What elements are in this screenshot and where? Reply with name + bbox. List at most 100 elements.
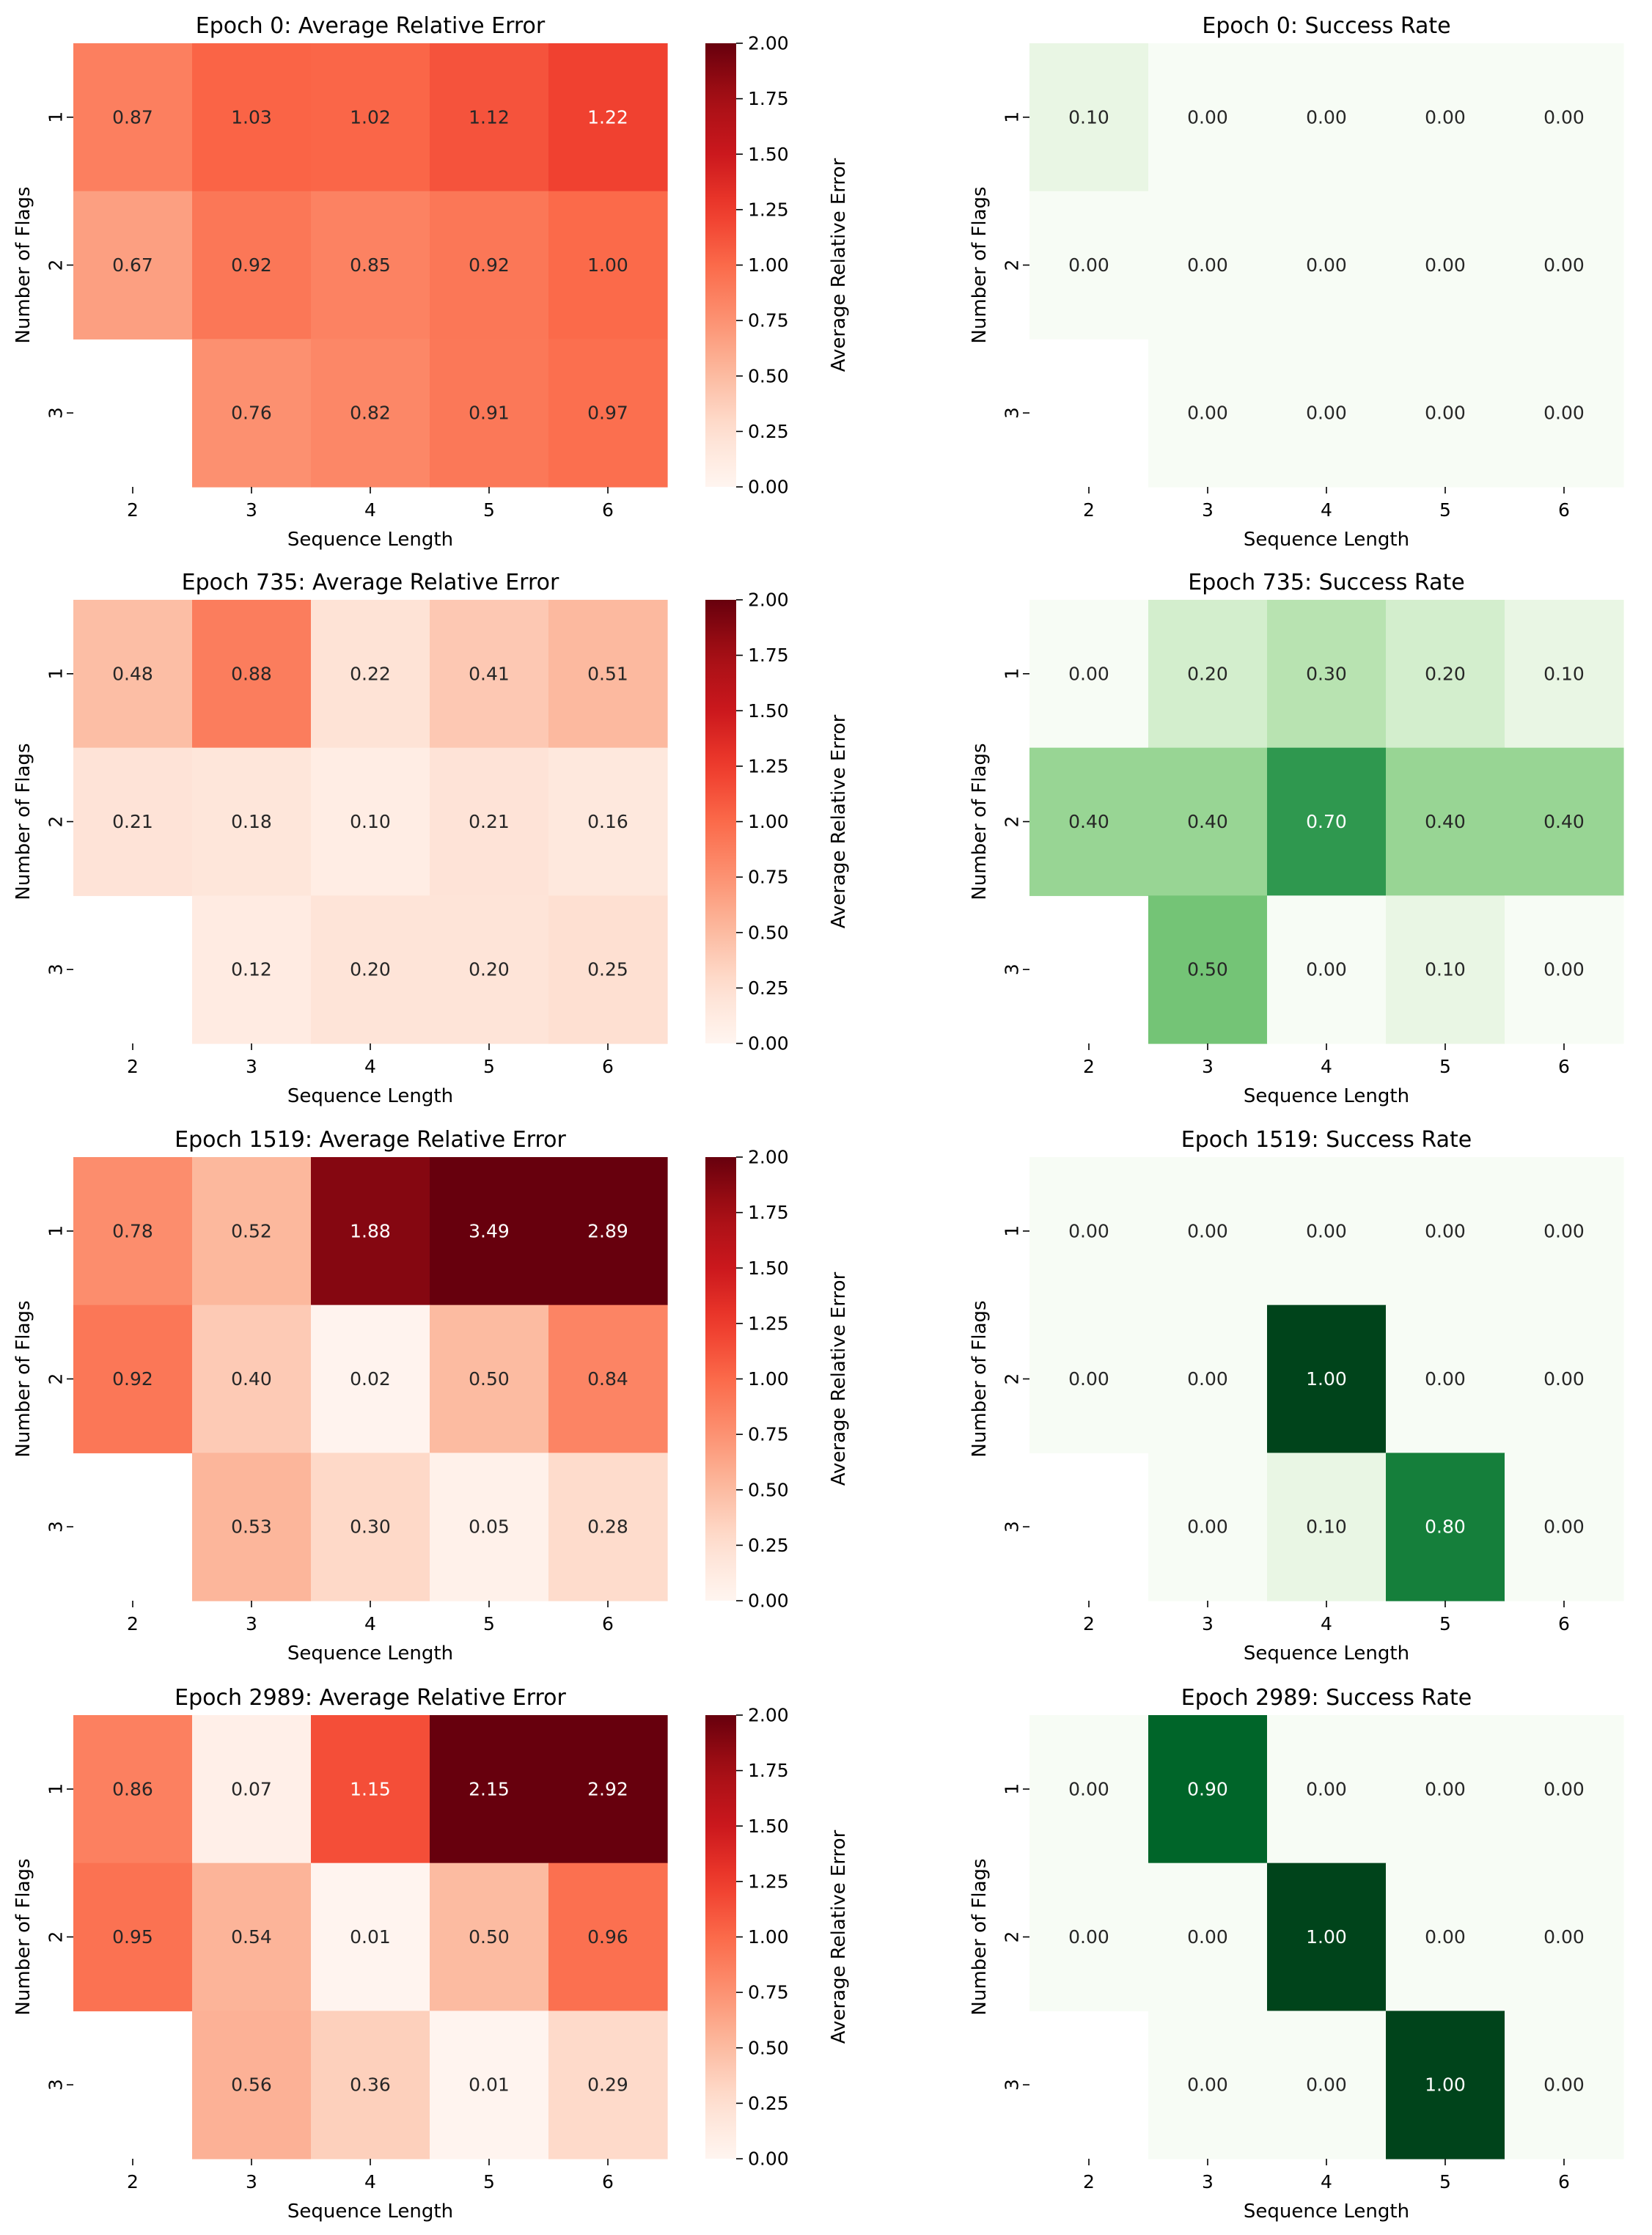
cell-value-label: 0.10 — [1543, 663, 1585, 684]
y-tick-label: 3 — [1002, 1521, 1023, 1533]
heatmap-cell — [430, 747, 549, 896]
colorbar-tick-label: 1.25 — [748, 1871, 789, 1892]
colorbar-tick-label: 1.00 — [748, 811, 789, 832]
x-tick-label: 5 — [1439, 1613, 1451, 1634]
heatmap-cell — [73, 600, 193, 749]
heatmap-cell — [548, 339, 668, 488]
colorbar-tick-label: 0.75 — [748, 1982, 789, 2003]
cell-value-label: 0.56 — [231, 2074, 272, 2096]
cell-value-label: 0.00 — [1543, 403, 1585, 424]
chart-title: Epoch 2989: Success Rate — [1181, 1685, 1472, 1711]
cell-value-label: 0.00 — [1187, 1516, 1228, 1538]
heatmap-cell — [192, 339, 312, 488]
heatmap-cell — [192, 2011, 312, 2159]
cell-value-label: 0.21 — [112, 811, 153, 832]
colorbar-tick-label: 1.50 — [748, 700, 789, 722]
cell-value-label: 0.20 — [350, 959, 391, 980]
heatmap-cell — [1505, 747, 1624, 896]
chart-title: Epoch 2989: Average Relative Error — [175, 1685, 566, 1711]
heatmap-cell — [548, 600, 668, 749]
heatmap-cell — [1148, 1715, 1268, 1864]
heatmap-cell — [1148, 1862, 1268, 2011]
heatmap-cell — [73, 1715, 193, 1864]
cell-value-label: 0.00 — [1425, 1368, 1466, 1390]
cell-value-label: 0.50 — [469, 1926, 510, 1948]
x-tick-label: 2 — [127, 2171, 139, 2192]
cell-value-label: 0.00 — [1543, 106, 1585, 128]
colorbar-tick-label: 2.00 — [748, 1705, 789, 1726]
x-tick-label: 3 — [1202, 499, 1214, 521]
y-tick-label: 2 — [1002, 1373, 1023, 1385]
y-axis-label: Number of Flags — [12, 1300, 34, 1457]
heatmap-panel-5: 0.78 0.52 1.88 3.49 2.89 0.92 0.40 0.02 0.50 0.84… — [12, 1127, 850, 1665]
heatmap-panel-1: 0.87 1.03 1.02 1.12 1.22 0.67 0.92 0.85 0.92 1.00… — [12, 13, 850, 551]
x-tick-label: 3 — [1202, 1056, 1214, 1077]
y-tick-label: 3 — [45, 1521, 67, 1533]
colorbar-tick-label: 1.25 — [748, 1313, 789, 1334]
cell-value-label: 0.50 — [469, 1368, 510, 1390]
x-tick-label: 6 — [602, 1056, 614, 1077]
heatmap-cell — [311, 339, 430, 488]
x-tick-label: 4 — [1321, 1056, 1332, 1077]
cell-value-label: 0.00 — [1306, 106, 1347, 128]
y-axis-label: Number of Flags — [969, 1300, 991, 1457]
heatmap-cell — [1148, 895, 1268, 1044]
heatmap-cell — [192, 747, 312, 896]
cell-value-label: 0.00 — [1306, 2074, 1347, 2096]
heatmap-panel-4: 0.00 0.20 0.30 0.20 0.10 0.40 0.40 0.70 0.40 0.40… — [969, 570, 1624, 1107]
heatmap-cell — [1029, 1304, 1149, 1453]
chart-title: Epoch 1519: Success Rate — [1181, 1127, 1472, 1153]
y-axis-label: Number of Flags — [12, 186, 34, 343]
colorbar — [705, 1157, 736, 1601]
colorbar-label: Average Relative Error — [828, 158, 850, 372]
heatmap-cell — [1386, 1453, 1505, 1601]
heatmap-cell — [1267, 1715, 1387, 1864]
x-tick-label: 6 — [1558, 1613, 1570, 1634]
heatmap-cell — [430, 1157, 549, 1306]
heatmap-cell — [1386, 1862, 1505, 2011]
heatmap-cell — [311, 1304, 430, 1453]
cell-value-label: 0.92 — [112, 1368, 153, 1390]
y-axis-label: Number of Flags — [12, 743, 34, 900]
colorbar-tick-label: 0.25 — [748, 2093, 789, 2114]
heatmap-cell — [73, 1157, 193, 1306]
heatmap-cell — [311, 2011, 430, 2159]
cell-value-label: 1.15 — [350, 1778, 391, 1799]
y-tick-label: 2 — [45, 1373, 67, 1385]
y-tick-label: 2 — [1002, 1931, 1023, 1943]
heatmap-cell — [1386, 339, 1505, 488]
heatmap-cell — [1505, 1862, 1624, 2011]
cell-value-label: 0.07 — [231, 1778, 272, 1799]
colorbar-tick-label: 0.50 — [748, 922, 789, 943]
y-tick-label: 1 — [45, 668, 67, 680]
y-tick-label: 3 — [1002, 964, 1023, 975]
x-tick-label: 4 — [1321, 1613, 1332, 1634]
cell-value-label: 0.00 — [1425, 1220, 1466, 1241]
heatmap-cell — [1505, 339, 1624, 488]
heatmap-cell — [1148, 2011, 1268, 2159]
heatmap-cell — [1267, 1304, 1387, 1453]
x-tick-label: 6 — [602, 1613, 614, 1634]
heatmap-cell — [548, 1862, 668, 2011]
heatmap-cell — [1505, 2011, 1624, 2159]
y-tick-label: 3 — [1002, 2079, 1023, 2091]
cell-value-label: 2.92 — [587, 1778, 628, 1799]
x-axis-label: Sequence Length — [1244, 529, 1409, 551]
heatmap-cell — [1148, 747, 1268, 896]
x-tick-label: 5 — [483, 2171, 495, 2192]
colorbar-tick-label: 0.75 — [748, 867, 789, 888]
cell-value-label: 0.20 — [469, 959, 510, 980]
cell-value-label: 0.80 — [1425, 1516, 1466, 1538]
heatmap-cell — [548, 2011, 668, 2159]
cell-value-label: 0.00 — [1543, 254, 1585, 276]
heatmap-cell — [1386, 600, 1505, 749]
heatmap-cell — [311, 747, 430, 896]
heatmap-cell — [430, 2011, 549, 2159]
colorbar — [705, 1715, 736, 2159]
cell-value-label: 0.85 — [350, 254, 391, 276]
cell-value-label: 0.90 — [1187, 1778, 1228, 1799]
x-axis-label: Sequence Length — [287, 1643, 453, 1665]
heatmap-cell — [1267, 1862, 1387, 2011]
colorbar-tick-label: 1.75 — [748, 1202, 789, 1223]
colorbar-tick-label: 0.00 — [748, 1590, 789, 1612]
